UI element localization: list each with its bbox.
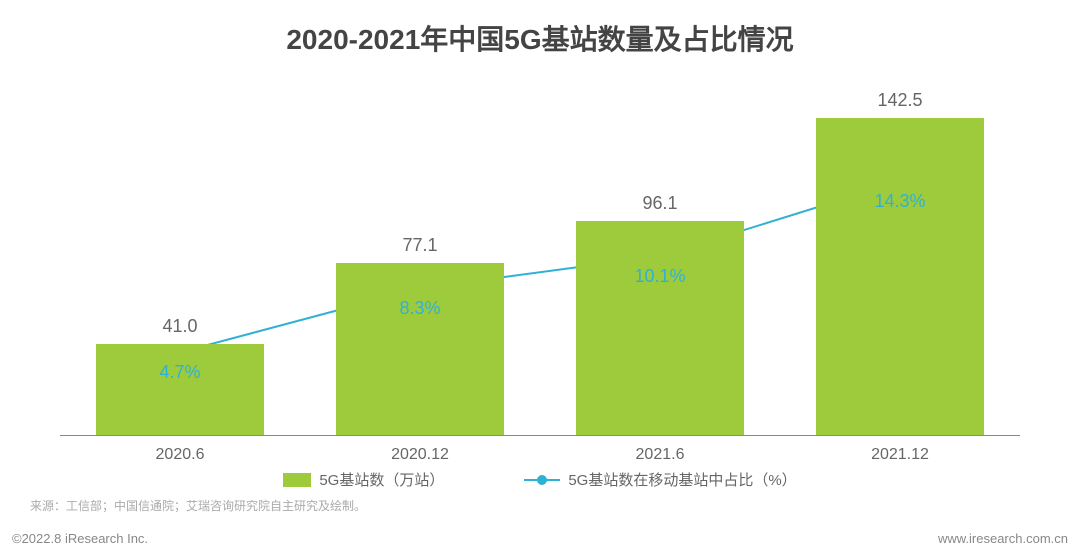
site-text: www.iresearch.com.cn	[938, 531, 1068, 546]
bar-value-label: 96.1	[642, 193, 677, 214]
line-swatch-icon	[524, 473, 560, 487]
pct-label: 4.7%	[159, 362, 200, 383]
bar-value-label: 77.1	[402, 235, 437, 256]
pct-label: 10.1%	[634, 266, 685, 287]
category-label: 2021.6	[636, 446, 685, 464]
legend-bar-label: 5G基站数（万站）	[319, 469, 444, 490]
bar-value-label: 142.5	[877, 90, 922, 111]
plot-area: 41.02020.677.12020.1296.12021.6142.52021…	[60, 80, 1020, 436]
legend-bar: 5G基站数（万站）	[283, 469, 444, 490]
chart-root: 2020-2021年中国5G基站数量及占比情况 41.02020.677.120…	[0, 0, 1080, 554]
source-text: 来源：工信部；中国信通院；艾瑞咨询研究院自主研究及绘制。	[30, 497, 366, 514]
bar-value-label: 41.0	[162, 316, 197, 337]
legend-line-label: 5G基站数在移动基站中占比（%）	[568, 469, 796, 490]
bar	[336, 263, 504, 435]
chart-title: 2020-2021年中国5G基站数量及占比情况	[0, 18, 1080, 58]
x-axis	[60, 435, 1020, 436]
trend-line	[180, 181, 900, 352]
legend: 5G基站数（万站） 5G基站数在移动基站中占比（%）	[0, 469, 1080, 490]
bar-swatch-icon	[283, 473, 311, 487]
bar	[576, 221, 744, 435]
pct-label: 8.3%	[399, 298, 440, 319]
pct-label: 14.3%	[874, 191, 925, 212]
category-label: 2021.12	[871, 446, 929, 464]
bar	[816, 118, 984, 435]
legend-line: 5G基站数在移动基站中占比（%）	[524, 469, 796, 490]
category-label: 2020.12	[391, 446, 449, 464]
copyright-text: ©2022.8 iResearch Inc.	[12, 531, 148, 546]
category-label: 2020.6	[156, 446, 205, 464]
bar	[96, 344, 264, 435]
